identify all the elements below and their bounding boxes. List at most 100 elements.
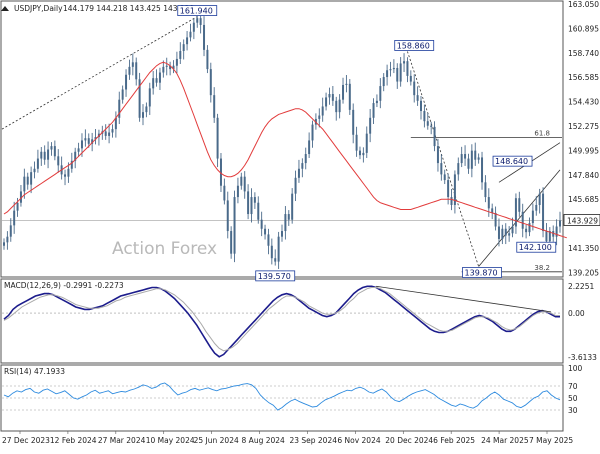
candle-body xyxy=(175,58,178,66)
rsi-tick-label: 30 xyxy=(568,406,578,415)
candle-body xyxy=(413,81,416,96)
candle-body xyxy=(67,168,70,177)
candle-body xyxy=(331,94,334,101)
candle-body xyxy=(219,158,222,186)
price-tick-label: 145.685 xyxy=(568,195,599,204)
price-tick-label: 152.275 xyxy=(568,122,599,131)
trendline-dashed-2 xyxy=(407,51,480,267)
candle-body xyxy=(125,74,128,90)
candle-body xyxy=(281,231,283,237)
candle-body xyxy=(206,49,209,70)
candle-body xyxy=(487,197,490,209)
rsi-tick-label: 100 xyxy=(568,364,583,373)
candle-body xyxy=(47,149,50,160)
ohlc-label: 144.179 144.218 143.425 143.929 xyxy=(63,4,194,13)
candle-body xyxy=(70,160,73,169)
rsi-grid xyxy=(2,385,562,411)
candle-body xyxy=(542,193,545,232)
candle-body xyxy=(409,75,412,82)
candle-body xyxy=(291,193,294,220)
candle-body xyxy=(203,24,206,50)
x-tick-label: 25 Jun 2024 xyxy=(194,436,239,445)
candle-body xyxy=(470,150,473,169)
candle-body xyxy=(94,137,97,140)
candle-body xyxy=(555,226,558,237)
candle-body xyxy=(182,44,185,51)
candle-body xyxy=(467,158,470,169)
candle-body xyxy=(19,191,22,203)
candle-body xyxy=(477,157,480,160)
candle-body xyxy=(172,65,175,70)
level-box xyxy=(255,270,296,282)
candle-body xyxy=(545,231,548,242)
candle-body xyxy=(240,176,243,186)
candle-body xyxy=(504,228,507,236)
candle-body xyxy=(386,70,389,78)
price-axis: 163.050 160.895 158.740 156.585 154.430 152.2… xyxy=(563,0,600,277)
candles xyxy=(3,10,561,269)
candle-body xyxy=(216,117,219,159)
candle-body xyxy=(358,150,361,156)
candle-body xyxy=(111,129,114,133)
candle-body xyxy=(345,83,348,85)
rsi-tick-label: 70 xyxy=(568,382,578,391)
candle-body xyxy=(131,62,134,67)
x-tick-label: 27 Mar 2024 xyxy=(98,436,146,445)
candle-body xyxy=(491,208,494,213)
candle-body xyxy=(128,66,131,75)
candle-body xyxy=(389,69,392,71)
candle-body xyxy=(158,72,161,83)
candle-body xyxy=(33,168,36,173)
candle-body xyxy=(23,176,26,192)
candle-body xyxy=(430,125,433,127)
candle-body xyxy=(474,150,477,160)
rsi-axis: 100 70 50 30 xyxy=(568,364,583,415)
candle-body xyxy=(179,50,182,59)
fib-label: 38.2 xyxy=(534,264,550,272)
candle-body xyxy=(196,18,199,23)
candle-body xyxy=(403,61,406,64)
level-box xyxy=(462,267,502,278)
price-tick-label: 160.895 xyxy=(568,24,599,33)
candle-body xyxy=(36,158,39,169)
candle-body xyxy=(342,84,345,100)
channel-lower xyxy=(478,169,561,267)
x-tick-label: 27 Dec 2023 xyxy=(2,436,50,445)
candle-body xyxy=(209,69,212,96)
fib-label: 61.8 xyxy=(534,130,550,138)
candle-body xyxy=(420,100,422,112)
candle-body xyxy=(355,134,358,151)
candle-body xyxy=(277,236,280,262)
candle-body xyxy=(26,176,29,185)
candle-body xyxy=(447,180,450,198)
candle-body xyxy=(375,100,378,104)
signal-line xyxy=(3,287,560,352)
price-tick-label: 158.740 xyxy=(568,49,599,58)
candle-body xyxy=(335,100,338,113)
candle-body xyxy=(108,132,111,136)
candle-body xyxy=(399,63,402,82)
candle-body xyxy=(199,18,202,25)
candle-body xyxy=(40,151,43,159)
level-box xyxy=(492,155,533,167)
level-label: 139.570 xyxy=(258,272,291,281)
candle-body xyxy=(328,94,331,98)
candle-body xyxy=(9,225,12,237)
level-annotations: 161.940 158.860 148.640 142.100 139.870 139.5… xyxy=(177,5,557,282)
candle-body xyxy=(525,228,528,233)
candle-body xyxy=(325,97,328,107)
macd-trendline xyxy=(376,285,552,313)
candle-body xyxy=(264,228,267,235)
rsi-tick-label: 50 xyxy=(568,394,578,403)
symbol-label: USDJPY,Daily xyxy=(14,4,63,13)
candle-body xyxy=(372,103,375,118)
candle-body xyxy=(243,176,246,192)
candle-body xyxy=(338,99,341,113)
rsi-line xyxy=(3,382,561,411)
candle-body xyxy=(257,202,260,220)
price-tick-label: 147.840 xyxy=(568,171,599,180)
candle-body xyxy=(440,163,443,175)
candle-body xyxy=(321,106,324,116)
